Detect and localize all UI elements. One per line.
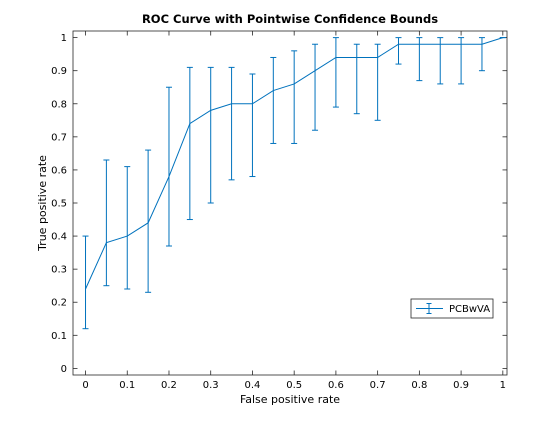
error-bar [186, 66, 193, 221]
y-tick-label: 0.3 [51, 265, 67, 276]
error-bar [374, 43, 381, 121]
error-bar [353, 43, 360, 115]
error-bar [207, 66, 214, 204]
x-tick-label: 0.9 [453, 380, 469, 391]
x-tick-label: 0.6 [328, 380, 344, 391]
y-tick-label: 0.6 [51, 165, 67, 176]
x-axis-label: False positive rate [240, 393, 340, 406]
error-bar [82, 235, 89, 330]
y-tick-label: 0.2 [51, 298, 67, 309]
error-bar [332, 37, 339, 108]
x-tick-label: 0.8 [411, 380, 427, 391]
error-bar [312, 43, 319, 131]
x-tick-label: 0.7 [370, 380, 386, 391]
error-bar [458, 37, 465, 85]
error-bar [124, 166, 131, 290]
y-tick-label: 0.1 [51, 331, 67, 342]
x-tick-label: 0 [82, 380, 88, 391]
error-bar [249, 73, 256, 178]
y-tick-label: 0.7 [51, 132, 67, 143]
x-tick-label: 1 [500, 380, 506, 391]
y-tick-label: 0.4 [51, 232, 67, 243]
x-tick-label: 0.1 [119, 380, 135, 391]
axis-ticks: 0 0.1 0.2 0.3 0.4 0.5 0.6 0.7 0.8 0.9 1 0 0.1 0.2 0.3 0… [51, 31, 507, 391]
y-tick-label: 1 [61, 33, 67, 44]
legend-swatch-errorbar [416, 303, 443, 314]
plot-area [72, 30, 508, 376]
error-bar [145, 149, 152, 293]
error-bar [270, 56, 277, 144]
error-bar [103, 159, 110, 287]
error-bar [478, 37, 485, 72]
error-bar [437, 37, 444, 85]
chart-title: ROC Curve with Pointwise Confidence Boun… [142, 12, 438, 26]
error-bar [228, 66, 235, 181]
error-bar [395, 37, 402, 65]
x-tick-label: 0.4 [244, 380, 260, 391]
error-bar [291, 50, 298, 144]
y-tick-label: 0.8 [51, 99, 67, 110]
error-bar [416, 37, 423, 82]
x-tick-label: 0.5 [286, 380, 302, 391]
x-tick-label: 0.3 [203, 380, 219, 391]
error-bar [165, 86, 172, 247]
y-tick-label: 0.5 [51, 199, 67, 210]
y-tick-label: 0.9 [51, 66, 67, 77]
series-layer [82, 37, 506, 330]
y-axis-label: True positive rate [36, 155, 49, 252]
x-tick-label: 0.2 [161, 380, 177, 391]
legend: PCBwVA [410, 298, 494, 319]
legend-label: PCBwVA [449, 304, 490, 315]
y-tick-label: 0 [61, 364, 67, 375]
